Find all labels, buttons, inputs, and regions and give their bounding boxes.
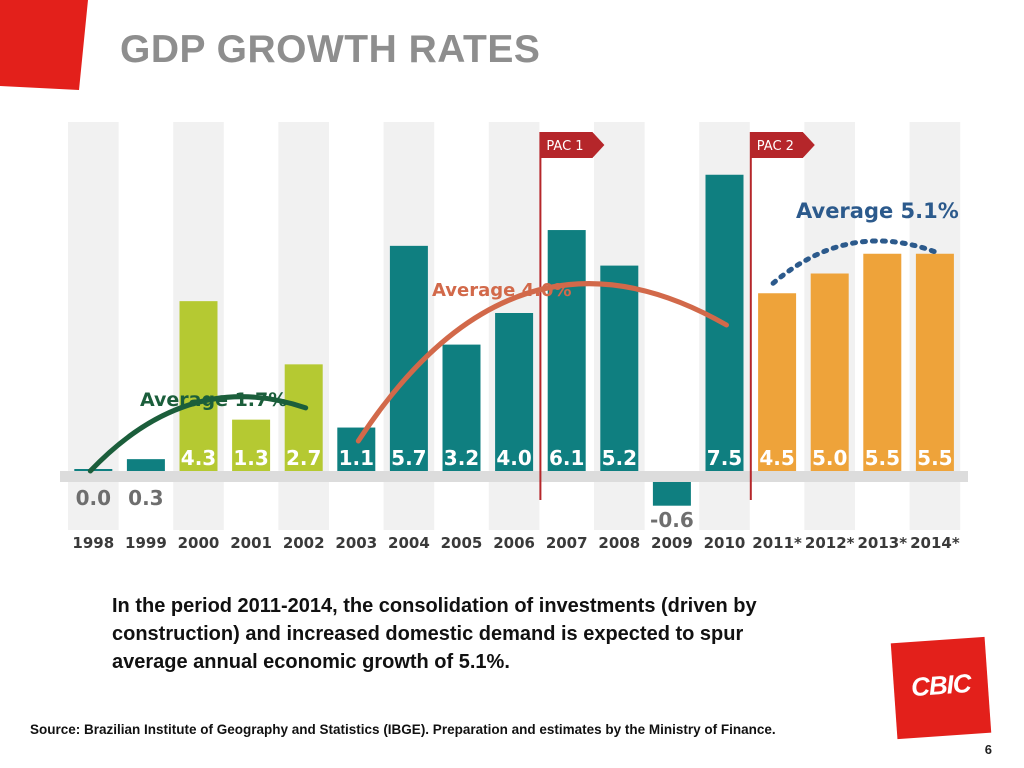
bar-2012 — [810, 273, 849, 471]
column-background — [68, 122, 119, 530]
value-label-2007: 6.1 — [549, 446, 584, 470]
gdp-growth-bar-chart: 0.0 0.3 4.3 1.3 2.7 1.1 5.7 3.2 4.0 6.1 5.2 -0.6 7.5… — [60, 122, 968, 552]
year-label-1998: 1998 — [72, 534, 114, 552]
value-label-2009: -0.6 — [650, 508, 694, 532]
average-label-1998-2002: Average 1.7% — [140, 389, 287, 411]
value-label-1998: 0.0 — [76, 486, 111, 510]
year-label-2009: 2009 — [651, 534, 693, 552]
bar-2000 — [179, 301, 218, 471]
bar-2014 — [915, 253, 954, 471]
average-curve-1998-2002 — [87, 394, 309, 474]
slide-title: GDP GROWTH RATES — [120, 28, 541, 71]
bar-1999 — [126, 459, 165, 471]
year-label-2010: 2010 — [704, 534, 746, 552]
value-label-2011: 4.5 — [759, 446, 794, 470]
bar-2013 — [863, 253, 902, 471]
year-label-2008: 2008 — [598, 534, 640, 552]
value-label-2005: 3.2 — [444, 446, 479, 470]
year-label-1999: 1999 — [125, 534, 167, 552]
value-label-2000: 4.3 — [181, 446, 216, 470]
page-number: 6 — [984, 742, 992, 757]
year-label-2002: 2002 — [283, 534, 325, 552]
value-label-2013: 5.5 — [865, 446, 900, 470]
bar-2011 — [758, 293, 797, 471]
value-label-2002: 2.7 — [286, 446, 321, 470]
year-label-2013: 2013* — [858, 534, 908, 552]
year-label-2006: 2006 — [493, 534, 535, 552]
red-corner-shape — [0, 0, 88, 90]
year-label-2000: 2000 — [178, 534, 220, 552]
year-label-2012: 2012* — [805, 534, 855, 552]
pac-marker-label-1: PAC 1 — [546, 139, 583, 154]
baseline-band — [60, 471, 968, 482]
value-label-2008: 5.2 — [602, 446, 637, 470]
source-note: Source: Brazilian Institute of Geography… — [30, 722, 776, 737]
value-label-2010: 7.5 — [707, 446, 742, 470]
pac-marker-label-2: PAC 2 — [757, 139, 794, 154]
value-label-2001: 1.3 — [233, 446, 268, 470]
bar-2005 — [442, 344, 481, 471]
year-label-2005: 2005 — [441, 534, 483, 552]
pac-marker-flag-2 — [750, 132, 815, 158]
bar-2009 — [652, 482, 691, 506]
year-label-2007: 2007 — [546, 534, 588, 552]
value-label-2003: 1.1 — [339, 446, 374, 470]
summary-text: In the period 2011-2014, the consolidati… — [112, 595, 757, 673]
value-label-2004: 5.7 — [391, 446, 426, 470]
logo-text: CBIC — [910, 667, 972, 703]
average-curve-2011-2014 — [770, 238, 938, 286]
cbic-logo: CBIC — [890, 636, 992, 740]
value-label-1999: 0.3 — [128, 486, 163, 510]
bar-2002 — [284, 364, 323, 471]
pac-marker-flag-1 — [540, 132, 605, 158]
average-label-2011-2014: Average 5.1% — [796, 199, 959, 223]
value-label-2006: 4.0 — [496, 446, 531, 470]
year-label-2014: 2014* — [910, 534, 960, 552]
average-curve-2003-2010 — [355, 281, 729, 444]
bar-2006 — [495, 313, 534, 471]
year-label-2003: 2003 — [335, 534, 377, 552]
value-label-2012: 5.0 — [812, 446, 847, 470]
average-label-2003-2010: Average 4.0% — [432, 280, 572, 301]
bar-2001 — [232, 419, 271, 471]
bar-2007 — [547, 230, 586, 471]
year-label-2004: 2004 — [388, 534, 430, 552]
year-label-2011: 2011* — [752, 534, 802, 552]
bar-2003 — [337, 427, 376, 471]
value-label-2014: 5.5 — [917, 446, 952, 470]
year-label-2001: 2001 — [230, 534, 272, 552]
bar-2008 — [600, 265, 639, 471]
